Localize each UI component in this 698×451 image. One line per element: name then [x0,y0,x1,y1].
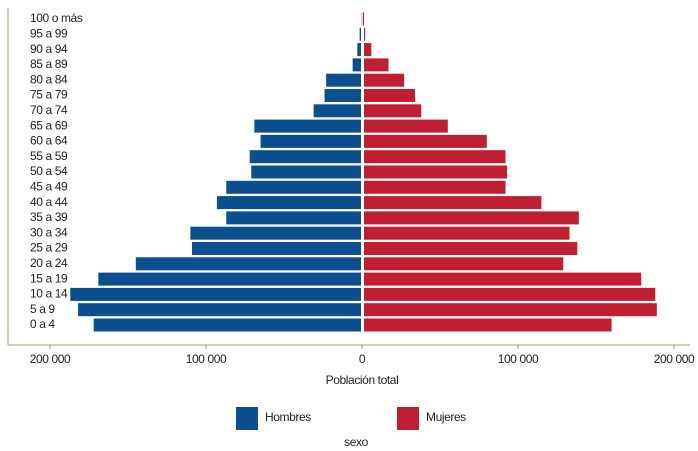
y-tick-label: 95 a 99 [30,26,68,40]
bar [78,303,361,317]
bar [364,43,372,57]
y-tick-label: 60 a 64 [30,134,68,148]
y-tick-label: 85 a 89 [30,57,68,71]
bar [364,257,564,271]
legend-swatch [236,407,258,430]
bar [364,226,570,240]
x-tick-label: 100 000 [498,352,539,366]
bar [93,318,362,332]
bar [226,211,361,225]
y-tick-label: 75 a 79 [30,88,68,102]
bar [326,73,361,87]
bar [364,89,416,102]
bar [364,180,506,194]
y-tick-label: 40 a 44 [30,195,68,209]
y-tick-label: 80 a 84 [30,72,68,86]
bar [364,242,578,255]
y-tick-label: 20 a 24 [30,256,68,270]
bar [364,272,642,286]
bar [98,272,362,286]
legend-swatch [397,407,419,430]
bar [313,104,361,118]
bar [70,287,361,301]
bar [260,134,361,148]
bar [364,318,612,332]
bar [135,257,361,271]
x-tick-label: 0 [359,352,366,366]
y-tick-label: 55 a 59 [30,149,68,163]
legend-title: sexo [344,435,368,449]
bar [364,27,366,41]
bar [364,134,487,148]
bar [364,165,508,179]
y-tick-label: 90 a 94 [30,42,68,56]
bar [226,180,361,194]
bar [324,89,361,102]
y-tick-label: 30 a 34 [30,225,68,239]
y-tick-label: 25 a 29 [30,241,68,255]
bar [364,73,405,87]
y-tick-label: 50 a 54 [30,164,68,178]
bar [364,104,422,118]
bar [364,58,389,72]
x-tick-label: 200 000 [654,352,695,366]
bar [216,196,361,210]
y-tick-label: 0 a 4 [30,317,55,331]
bar [357,43,361,57]
x-tick-label: 100 000 [186,352,227,366]
bar [364,196,542,210]
y-tick-label: 65 a 69 [30,118,68,132]
y-tick-label: 45 a 49 [30,179,68,193]
bar [359,27,361,41]
bar [190,226,361,240]
bar [364,287,656,301]
bar [191,242,361,255]
bar [362,12,364,26]
y-tick-label: 5 a 9 [30,302,55,316]
y-tick-label: 100 o más [30,11,83,25]
bar [364,119,448,133]
bar [251,165,361,179]
bar [249,150,361,164]
bar [254,119,361,133]
y-tick-label: 10 a 14 [30,287,68,301]
bar [364,303,657,317]
x-tick-label: 200 000 [30,352,71,366]
y-tick-label: 15 a 19 [30,271,68,285]
bar [364,211,579,225]
y-tick-label: 70 a 74 [30,103,68,117]
legend-label: Hombres [265,410,311,424]
y-tick-label: 35 a 39 [30,210,68,224]
bar [352,58,361,72]
bar [364,150,506,164]
x-axis-label: Población total [326,373,399,387]
legend-label: Mujeres [426,410,466,424]
